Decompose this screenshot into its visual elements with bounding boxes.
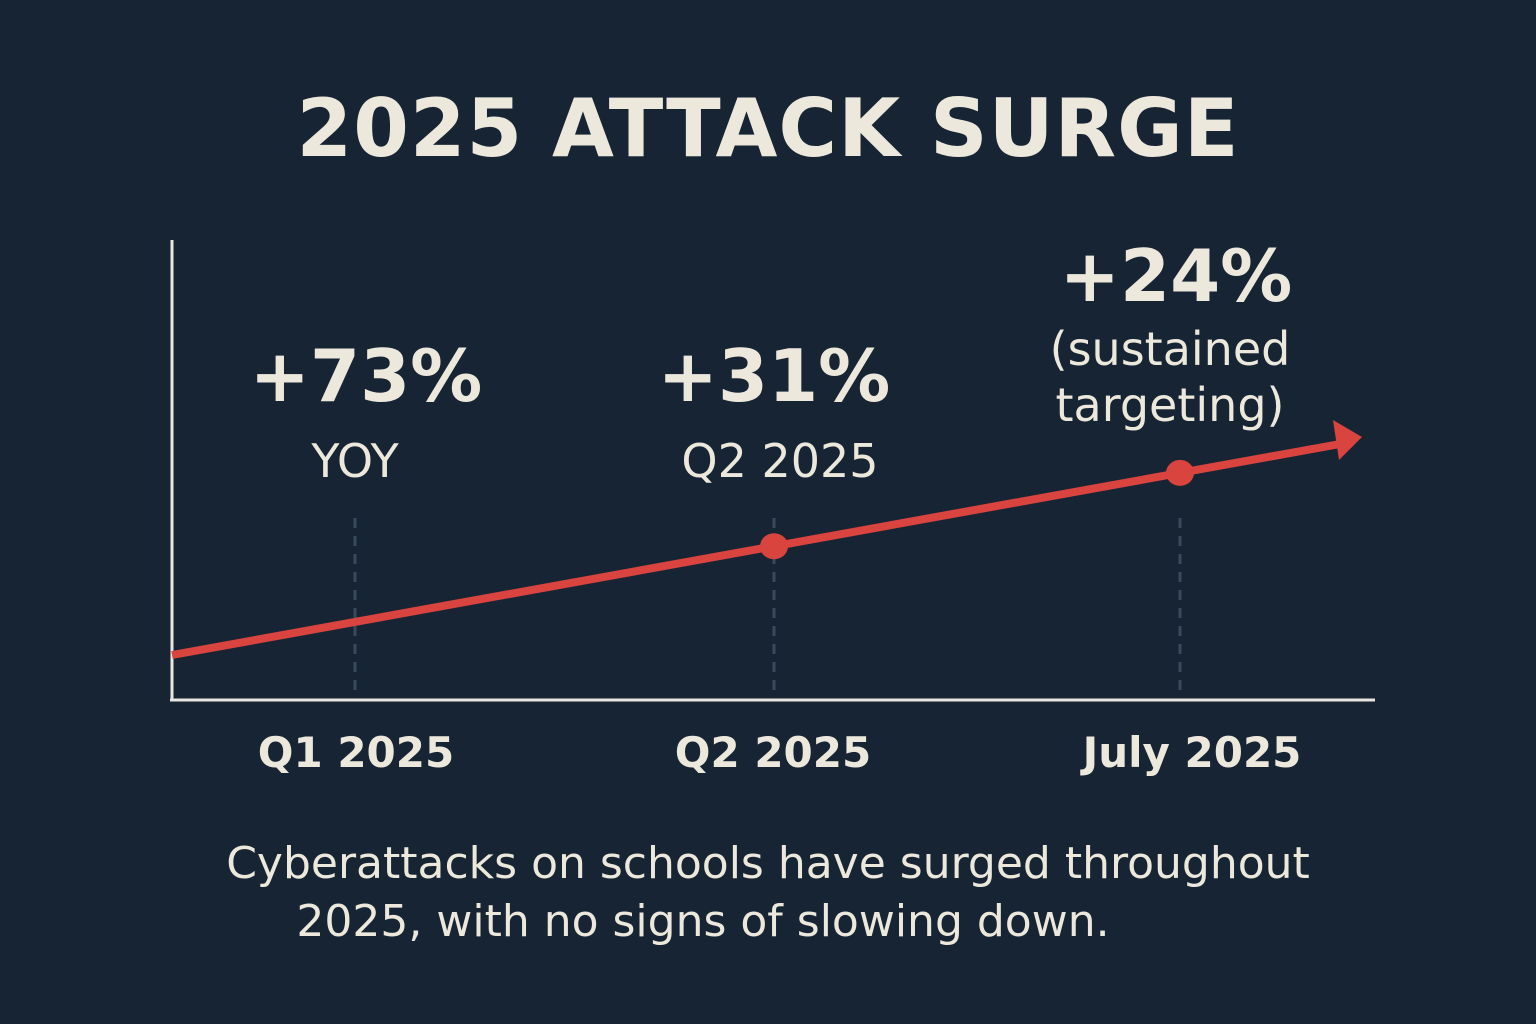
caption-line: 2025, with no signs of slowing down. xyxy=(296,896,1110,947)
caption: Cyberattacks on schools have surged thro… xyxy=(0,835,1536,951)
data-point-july-2025 xyxy=(1166,459,1194,486)
arrow-head xyxy=(1333,420,1362,460)
data-point-q2-2025 xyxy=(760,533,788,560)
caption-line: Cyberattacks on schools have surged thro… xyxy=(226,838,1310,889)
x-tick-label: Q1 2025 xyxy=(257,728,455,777)
x-tick-label: July 2025 xyxy=(1082,728,1302,777)
annotation-label-july-line2: targeting) xyxy=(1055,378,1285,432)
chart-title: 2025 ATTACK SURGE xyxy=(296,82,1240,175)
annotation-value-q1: +73% xyxy=(249,334,483,418)
annotation-value-july: +24% xyxy=(1059,234,1293,318)
annotation-value-q2: +31% xyxy=(657,334,891,418)
trend-line xyxy=(171,440,1341,659)
annotation-label-q1: YOY xyxy=(311,434,399,488)
annotation-label-july-line1: (sustained xyxy=(1049,322,1291,376)
x-tick-label: Q2 2025 xyxy=(674,728,872,777)
annotation-label-q2: Q2 2025 xyxy=(681,434,879,488)
